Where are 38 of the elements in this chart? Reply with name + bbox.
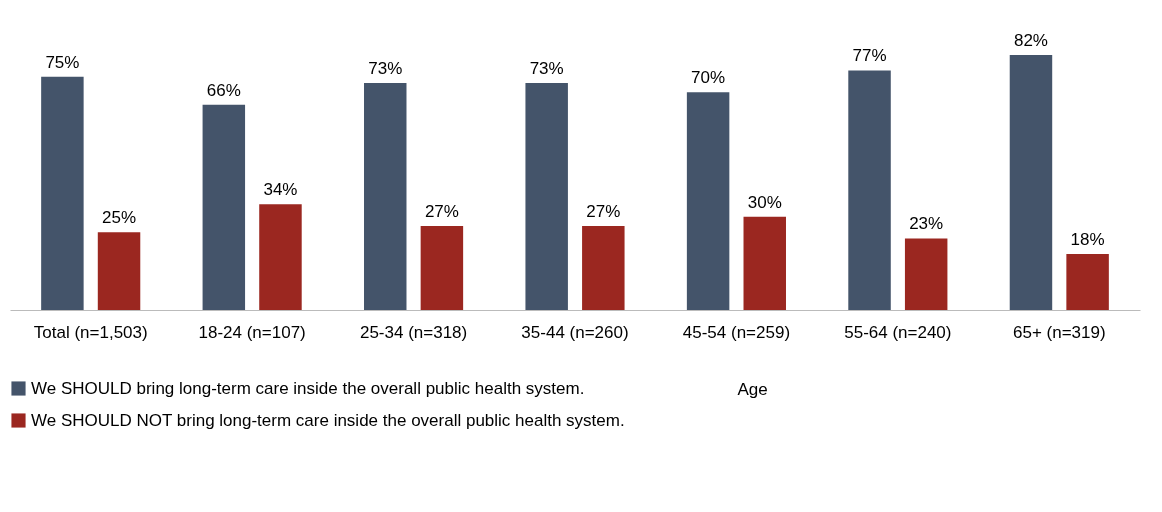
x-tick-label: 65+ (n=319) <box>1012 322 1106 342</box>
bar <box>848 70 891 310</box>
x-tick-label: Total (n=1,503) <box>33 322 148 342</box>
bar <box>525 82 568 310</box>
bar <box>582 226 625 310</box>
x-tick-label: 35-44 (n=260) <box>521 322 629 342</box>
x-tick-label: 25-34 (n=318) <box>359 322 468 342</box>
data-label: 27% <box>424 202 459 221</box>
bar <box>259 204 302 310</box>
x-tick-label: 55-64 (n=240) <box>844 322 952 342</box>
data-label: 73% <box>368 58 403 78</box>
bar <box>420 226 464 310</box>
data-label: 73% <box>529 58 564 78</box>
data-label: 18% <box>1070 230 1105 249</box>
bar <box>686 92 730 310</box>
bar <box>1009 54 1053 310</box>
bar <box>97 232 141 310</box>
x-tick-label: 18-24 (n=107) <box>198 322 306 342</box>
data-label: 75% <box>45 52 80 72</box>
data-label: 27% <box>586 202 621 221</box>
bar <box>743 216 786 310</box>
data-label: 70% <box>691 68 726 88</box>
data-label: 23% <box>909 214 944 234</box>
data-label: 66% <box>206 80 241 100</box>
x-tick-label: 45-54 (n=259) <box>682 322 791 342</box>
bar <box>1066 254 1109 310</box>
data-label: 77% <box>852 46 887 66</box>
bar <box>364 82 407 310</box>
bar <box>41 76 84 310</box>
legend-label: We SHOULD NOT bring long-term care inside the overall public health system. <box>31 410 625 430</box>
legend-label: We SHOULD bring long-term care inside the overall public health system. <box>31 378 585 398</box>
bar <box>904 238 948 310</box>
data-label: 25% <box>102 208 137 228</box>
data-label: 30% <box>747 192 782 212</box>
bar <box>202 104 246 310</box>
data-label: 34% <box>263 180 298 200</box>
text: Age <box>737 380 768 399</box>
data-label: 82% <box>1013 30 1048 50</box>
